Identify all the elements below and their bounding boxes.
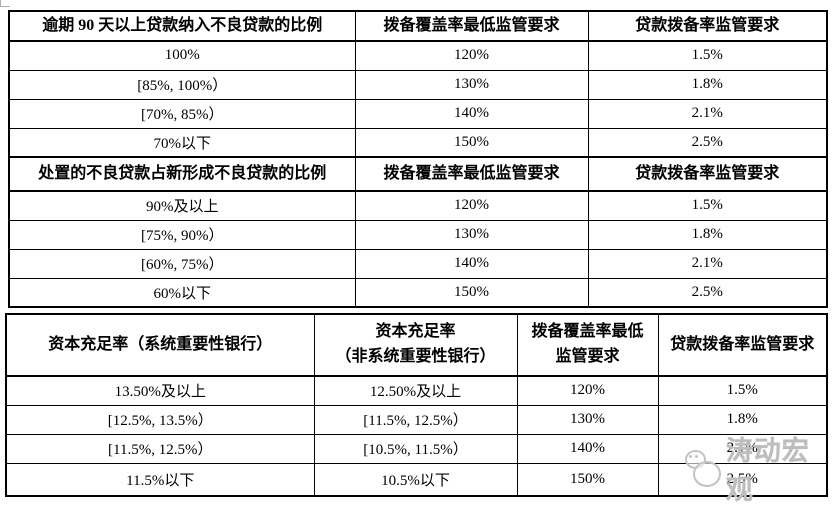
table-cell: 2.1%	[657, 433, 828, 464]
table-row: [11.5%, 12.5%） [10.5%, 11.5%） 140% 2.1%	[5, 433, 828, 464]
table-cell: [12.5%, 13.5%）	[5, 404, 315, 435]
table-cell: 10.5%以下	[313, 462, 518, 497]
table-cell: 60%以下	[8, 277, 356, 308]
capital-adequacy-table: 资本充足率（系统重要性银行） 资本充足率 （非系统重要性银行） 拨备覆盖率最低 监管要求…	[5, 313, 828, 497]
table-row: 13.50%及以上 12.50%及以上 120% 1.5%	[5, 375, 828, 406]
npl-recognition-disposal-table: 逾期 90 天以上贷款纳入不良贷款的比例 拨备覆盖率最低监管要求 贷款拨备率监管要求…	[8, 10, 828, 308]
table-cell: 1.5%	[587, 190, 828, 221]
table-cell: 13.50%及以上	[5, 375, 315, 406]
table-row: [85%, 100%） 130% 1.8%	[8, 69, 828, 100]
table-row: [12.5%, 13.5%） [11.5%, 12.5%） 130% 1.8%	[5, 404, 828, 435]
table-cell: 2.5%	[657, 462, 828, 497]
table-cell: 1.8%	[587, 69, 828, 100]
table-cell: 2.1%	[587, 98, 828, 129]
table-cell: [60%, 75%）	[8, 248, 356, 279]
table-cell: 130%	[354, 69, 589, 100]
table-cell: 70%以下	[8, 127, 356, 158]
column-header: 逾期 90 天以上贷款纳入不良贷款的比例	[8, 10, 356, 42]
scan-corner-artifact	[0, 0, 10, 7]
table-cell: 2.5%	[587, 127, 828, 158]
table-row: 60%以下 150% 2.5%	[8, 277, 828, 308]
table-cell: 1.5%	[657, 375, 828, 406]
table-cell: [11.5%, 12.5%）	[313, 404, 518, 435]
table-cell: 2.1%	[587, 248, 828, 279]
table-cell: 11.5%以下	[5, 462, 315, 497]
table-cell: 1.8%	[657, 404, 828, 435]
table-cell: 100%	[8, 40, 356, 71]
table-cell: 2.5%	[587, 277, 828, 308]
column-header: 贷款拨备率监管要求	[587, 10, 828, 42]
table-cell: 120%	[354, 190, 589, 221]
table-cell: 1.8%	[587, 219, 828, 250]
table-row: [70%, 85%） 140% 2.1%	[8, 98, 828, 129]
table-cell: 130%	[516, 404, 659, 435]
column-header: 贷款拨备率监管要求	[587, 156, 828, 192]
table-cell: 150%	[516, 462, 659, 497]
table-header-row: 逾期 90 天以上贷款纳入不良贷款的比例 拨备覆盖率最低监管要求 贷款拨备率监管要求	[8, 10, 828, 42]
table-cell: 150%	[354, 127, 589, 158]
table-cell: [10.5%, 11.5%）	[313, 433, 518, 464]
table-row: [60%, 75%） 140% 2.1%	[8, 248, 828, 279]
table-cell: 130%	[354, 219, 589, 250]
column-header: 资本充足率（系统重要性银行）	[5, 313, 315, 377]
table-cell: [70%, 85%）	[8, 98, 356, 129]
column-header: 拨备覆盖率最低监管要求	[354, 156, 589, 192]
table-row: 70%以下 150% 2.5%	[8, 127, 828, 158]
table-cell: 150%	[354, 277, 589, 308]
column-header: 拨备覆盖率最低监管要求	[354, 10, 589, 42]
column-header: 处置的不良贷款占新形成不良贷款的比例	[8, 156, 356, 192]
table-cell: 140%	[516, 433, 659, 464]
table-row: 90%及以上 120% 1.5%	[8, 190, 828, 221]
table-cell: [85%, 100%）	[8, 69, 356, 100]
column-header: 资本充足率 （非系统重要性银行）	[313, 313, 518, 377]
table-row: [75%, 90%） 130% 1.8%	[8, 219, 828, 250]
table-cell: 90%及以上	[8, 190, 356, 221]
table-cell: [75%, 90%）	[8, 219, 356, 250]
table-cell: [11.5%, 12.5%）	[5, 433, 315, 464]
table-cell: 12.50%及以上	[313, 375, 518, 406]
table-header-row: 处置的不良贷款占新形成不良贷款的比例 拨备覆盖率最低监管要求 贷款拨备率监管要求	[8, 156, 828, 192]
table-row: 11.5%以下 10.5%以下 150% 2.5%	[5, 462, 828, 497]
table-row: 100% 120% 1.5%	[8, 40, 828, 71]
table-header-row: 资本充足率（系统重要性银行） 资本充足率 （非系统重要性银行） 拨备覆盖率最低 监管要求…	[5, 313, 828, 377]
table-cell: 120%	[354, 40, 589, 71]
table-cell: 140%	[354, 248, 589, 279]
column-header: 拨备覆盖率最低监管要求	[516, 313, 659, 377]
table-cell: 140%	[354, 98, 589, 129]
table-cell: 1.5%	[587, 40, 828, 71]
column-header: 贷款拨备率监管要求	[657, 313, 828, 377]
table-cell: 120%	[516, 375, 659, 406]
